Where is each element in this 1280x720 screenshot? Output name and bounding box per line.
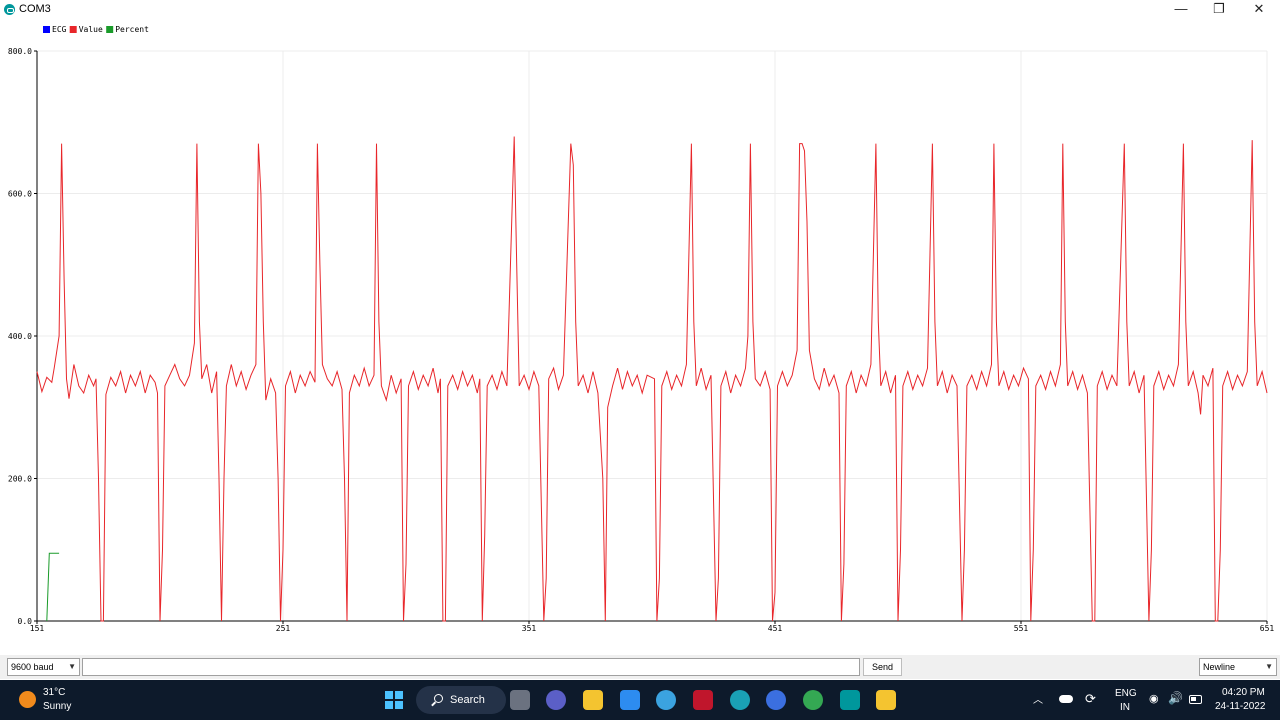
chevron-down-icon: ▼ (68, 662, 76, 671)
series-lines (36, 136, 1268, 622)
y-tick-label: 0.0 (18, 617, 33, 626)
legend-label-percent: Percent (115, 25, 149, 34)
teams-chat-icon[interactable] (546, 690, 566, 710)
minimize-button[interactable]: — (1174, 1, 1188, 16)
legend: ECG Value Percent (43, 25, 149, 34)
battery-icon[interactable] (1189, 695, 1202, 704)
restore-button[interactable]: ❐ (1213, 1, 1225, 16)
window-title: COM3 (19, 3, 51, 15)
file-explorer-icon[interactable] (583, 690, 603, 710)
legend-swatch-value (69, 26, 77, 33)
tray-chevron-up-icon[interactable]: ︿ (1033, 695, 1043, 706)
notes-app-icon[interactable] (876, 690, 896, 710)
baud-rate-select[interactable]: 9600 baud ▼ (7, 658, 80, 676)
sun-icon[interactable] (19, 691, 36, 708)
taskbar-search-button[interactable]: Search (416, 686, 506, 714)
grid-lines (36, 50, 1268, 622)
y-axis-ticks: 0.0 200.0 400.0 600.0 800.0 (8, 47, 37, 626)
onedrive-cloud-icon[interactable] (1059, 695, 1073, 703)
chevron-down-icon: ▼ (1265, 662, 1273, 671)
x-tick-label: 351 (522, 624, 537, 633)
series-line-percent (46, 552, 60, 622)
x-axis-ticks: 151 251 351 451 551 651 (30, 621, 1275, 633)
arduino-icon (4, 4, 15, 15)
y-tick-label: 600.0 (8, 190, 32, 199)
arduino-taskbar-icon[interactable] (840, 690, 860, 710)
edge-browser-icon[interactable] (730, 690, 750, 710)
send-button[interactable]: Send (863, 658, 902, 676)
title-bar: COM3 — ❐ ✕ (0, 0, 1280, 20)
legend-swatch-percent (106, 26, 114, 33)
chrome-icon[interactable] (803, 690, 823, 710)
wifi-icon[interactable]: ◉ (1149, 693, 1159, 705)
weather-condition[interactable]: Sunny (43, 701, 72, 712)
windows-start-icon[interactable] (385, 691, 403, 709)
message-input[interactable] (82, 658, 860, 676)
x-tick-label: 451 (768, 624, 783, 633)
region-indicator[interactable]: IN (1120, 702, 1130, 713)
task-view-icon[interactable] (510, 690, 530, 710)
y-tick-label: 800.0 (8, 47, 32, 56)
y-tick-label: 400.0 (8, 332, 32, 341)
legend-swatch-ecg (43, 26, 50, 33)
legend-label-ecg: ECG (52, 25, 67, 34)
clock-date[interactable]: 24-11-2022 (1215, 701, 1266, 712)
x-tick-label: 651 (1260, 624, 1275, 633)
volume-icon[interactable]: 🔊 (1168, 691, 1183, 705)
edge-update-icon[interactable] (656, 690, 676, 710)
clock-time[interactable]: 04:20 PM (1222, 687, 1265, 698)
search-label: Search (450, 694, 485, 706)
serial-plotter-chart: 151 251 351 451 551 651 0.0 200.0 400.0 600.0 800… (8, 25, 1275, 633)
serial-controls-bar: 9600 baud ▼ Send Newline ▼ (0, 655, 1280, 679)
language-indicator[interactable]: ENG (1115, 688, 1137, 699)
taskbar: 31°C Sunny Search ︿ ⟳ ENG IN ◉ 🔊 04:20 P… (0, 680, 1280, 720)
close-button[interactable]: ✕ (1253, 1, 1265, 16)
microsoft-store-icon[interactable] (620, 690, 640, 710)
sync-icon[interactable]: ⟳ (1085, 691, 1096, 706)
weather-temperature[interactable]: 31°C (43, 687, 66, 698)
series-line-value (36, 136, 1268, 622)
edge-dev-icon[interactable] (766, 690, 786, 710)
search-icon (434, 694, 443, 703)
baud-rate-value: 9600 baud (11, 662, 54, 672)
line-ending-value: Newline (1203, 662, 1236, 672)
legend-label-value: Value (79, 25, 103, 34)
y-tick-label: 200.0 (8, 475, 32, 484)
x-tick-label: 151 (30, 624, 45, 633)
x-tick-label: 251 (276, 624, 291, 633)
mcafee-icon[interactable] (693, 690, 713, 710)
line-ending-select[interactable]: Newline ▼ (1199, 658, 1277, 676)
x-tick-label: 551 (1014, 624, 1029, 633)
